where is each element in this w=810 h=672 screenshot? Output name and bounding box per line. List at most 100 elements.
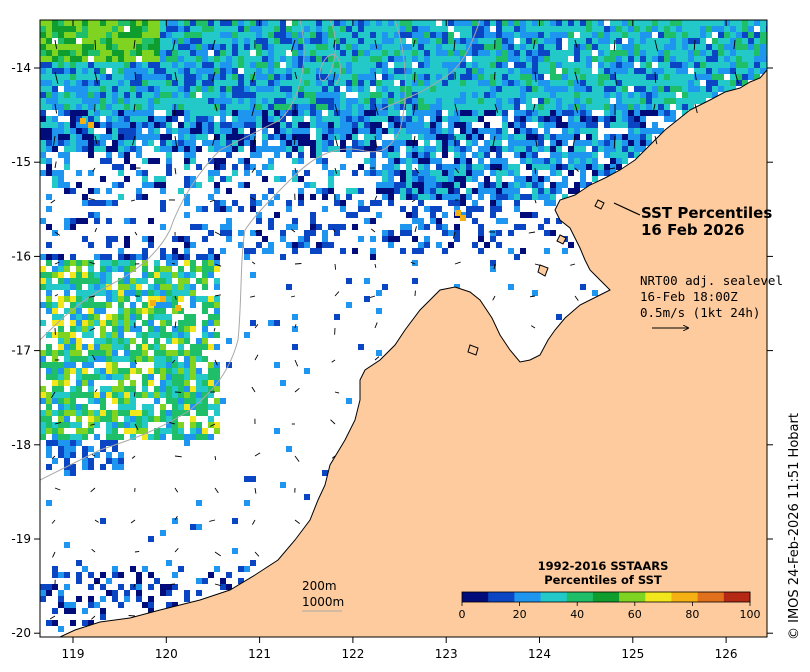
sst-pixel <box>82 140 88 146</box>
sst-pixel <box>676 80 682 86</box>
sst-pixel <box>118 44 124 50</box>
sst-pixel <box>454 152 460 158</box>
sst-pixel <box>214 170 220 176</box>
sst-pixel <box>388 32 394 38</box>
sst-pixel <box>124 110 130 116</box>
sst-pixel <box>394 68 400 74</box>
sst-pixel <box>136 74 142 80</box>
sst-pixel <box>448 50 454 56</box>
sst-pixel <box>490 104 496 110</box>
sst-pixel <box>178 110 184 116</box>
sst-pixel <box>58 140 64 146</box>
sst-pixel <box>154 266 160 272</box>
sst-pixel <box>238 206 244 212</box>
sst-pixel <box>130 260 136 266</box>
sst-pixel <box>118 338 124 344</box>
sst-pixel <box>448 20 454 26</box>
sst-pixel <box>376 116 382 122</box>
sst-pixel <box>52 566 58 572</box>
sst-pixel <box>268 32 274 38</box>
sst-pixel <box>406 122 412 128</box>
sst-pixel <box>376 50 382 56</box>
sst-pixel <box>316 86 322 92</box>
sst-pixel <box>190 284 196 290</box>
sst-pixel <box>328 86 334 92</box>
sst-pixel <box>52 266 58 272</box>
sst-pixel <box>76 308 82 314</box>
sst-pixel <box>394 116 400 122</box>
sst-pixel <box>208 176 214 182</box>
sst-pixel <box>250 38 256 44</box>
sst-pixel <box>250 56 256 62</box>
current-vector <box>294 519 300 524</box>
sst-pixel <box>160 32 166 38</box>
sst-pixel <box>52 584 58 590</box>
sst-pixel <box>142 356 148 362</box>
sst-pixel <box>46 68 52 74</box>
sst-pixel <box>286 146 292 152</box>
current-vector <box>94 71 99 85</box>
sst-pixel <box>472 152 478 158</box>
sst-pixel <box>64 224 70 230</box>
sst-pixel <box>478 68 484 74</box>
sst-pixel <box>124 404 130 410</box>
sst-pixel <box>418 134 424 140</box>
sst-pixel <box>106 116 112 122</box>
sst-pixel <box>640 122 646 128</box>
sst-pixel <box>286 32 292 38</box>
sst-pixel <box>544 80 550 86</box>
sst-pixel <box>628 80 634 86</box>
sst-pixel <box>94 92 100 98</box>
sst-pixel <box>148 122 154 128</box>
sst-pixel <box>628 26 634 32</box>
sst-pixel <box>40 62 46 68</box>
sst-pixel <box>100 326 106 332</box>
sst-pixel <box>124 128 130 134</box>
sst-pixel <box>508 122 514 128</box>
sst-pixel <box>106 374 112 380</box>
sst-pixel <box>262 248 268 254</box>
sst-pixel <box>88 62 94 68</box>
sst-pixel <box>130 410 136 416</box>
sst-pixel <box>556 20 562 26</box>
sst-pixel <box>580 152 586 158</box>
sst-pixel <box>220 104 226 110</box>
sst-pixel <box>538 98 544 104</box>
sst-pixel <box>178 422 184 428</box>
sst-pixel <box>388 152 394 158</box>
sst-pixel <box>226 98 232 104</box>
sst-pixel <box>202 116 208 122</box>
sst-pixel <box>148 410 154 416</box>
sst-pixel <box>544 32 550 38</box>
sst-pixel <box>514 134 520 140</box>
sst-pixel <box>298 140 304 146</box>
sst-pixel <box>532 26 538 32</box>
sst-pixel <box>490 182 496 188</box>
sst-pixel <box>364 62 370 68</box>
sst-pixel <box>442 38 448 44</box>
sst-pixel <box>124 218 130 224</box>
sst-pixel <box>448 128 454 134</box>
sst-pixel <box>184 32 190 38</box>
sst-pixel <box>406 128 412 134</box>
sst-pixel <box>550 32 556 38</box>
sst-pixel <box>112 110 118 116</box>
sst-pixel <box>106 146 112 152</box>
sst-pixel <box>514 176 520 182</box>
sst-pixel <box>118 284 124 290</box>
sst-pixel <box>322 470 328 476</box>
sst-pixel <box>466 140 472 146</box>
sst-pixel <box>466 158 472 164</box>
sst-pixel <box>406 32 412 38</box>
sst-pixel <box>148 332 154 338</box>
axes: 119 120 121 122 123 124 125 126-14-15-16-17-18-… <box>11 20 773 661</box>
sst-pixel <box>406 92 412 98</box>
current-vector <box>94 581 99 585</box>
sst-pixel <box>76 374 82 380</box>
sst-pixel <box>154 356 160 362</box>
sst-pixel <box>46 584 52 590</box>
sst-pixel <box>382 50 388 56</box>
sst-pixel <box>478 182 484 188</box>
current-vector <box>608 167 616 170</box>
sst-pixel <box>580 44 586 50</box>
